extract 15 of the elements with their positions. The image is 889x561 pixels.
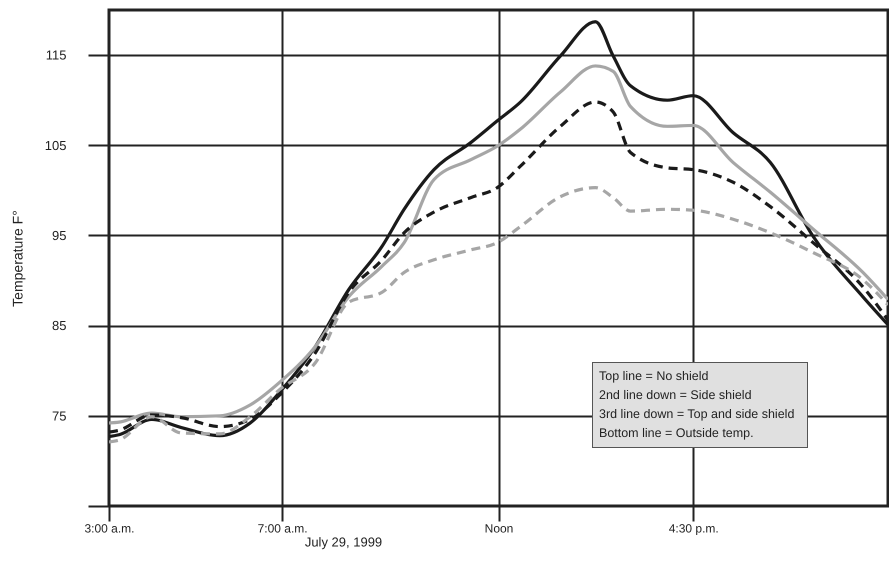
annotation: Bottom line = Outside temp.	[599, 425, 755, 442]
x-tick-label: Noon	[484, 522, 514, 536]
y-tick-label: 95	[52, 228, 66, 243]
x-tick-label: 7:00 a.m.	[258, 522, 308, 536]
y-tick-label: 115	[46, 48, 66, 63]
y-tick-label: 105	[44, 138, 66, 153]
x-axis-title: July 29, 1999	[304, 534, 382, 550]
annotation: 2nd line down = Side shield	[599, 387, 753, 404]
x-tick-label: 3:00 a.m.	[84, 522, 135, 536]
y-axis-title: Temperature F°	[10, 210, 26, 307]
annotation: 3rd line down = Top and side shield	[599, 406, 796, 423]
x-tick-label: 4:30 p.m.	[668, 522, 719, 536]
y-tick-label: 75	[52, 408, 66, 424]
y-tick-label: 85	[52, 318, 66, 334]
annotation: Top line = No shield	[599, 368, 710, 385]
